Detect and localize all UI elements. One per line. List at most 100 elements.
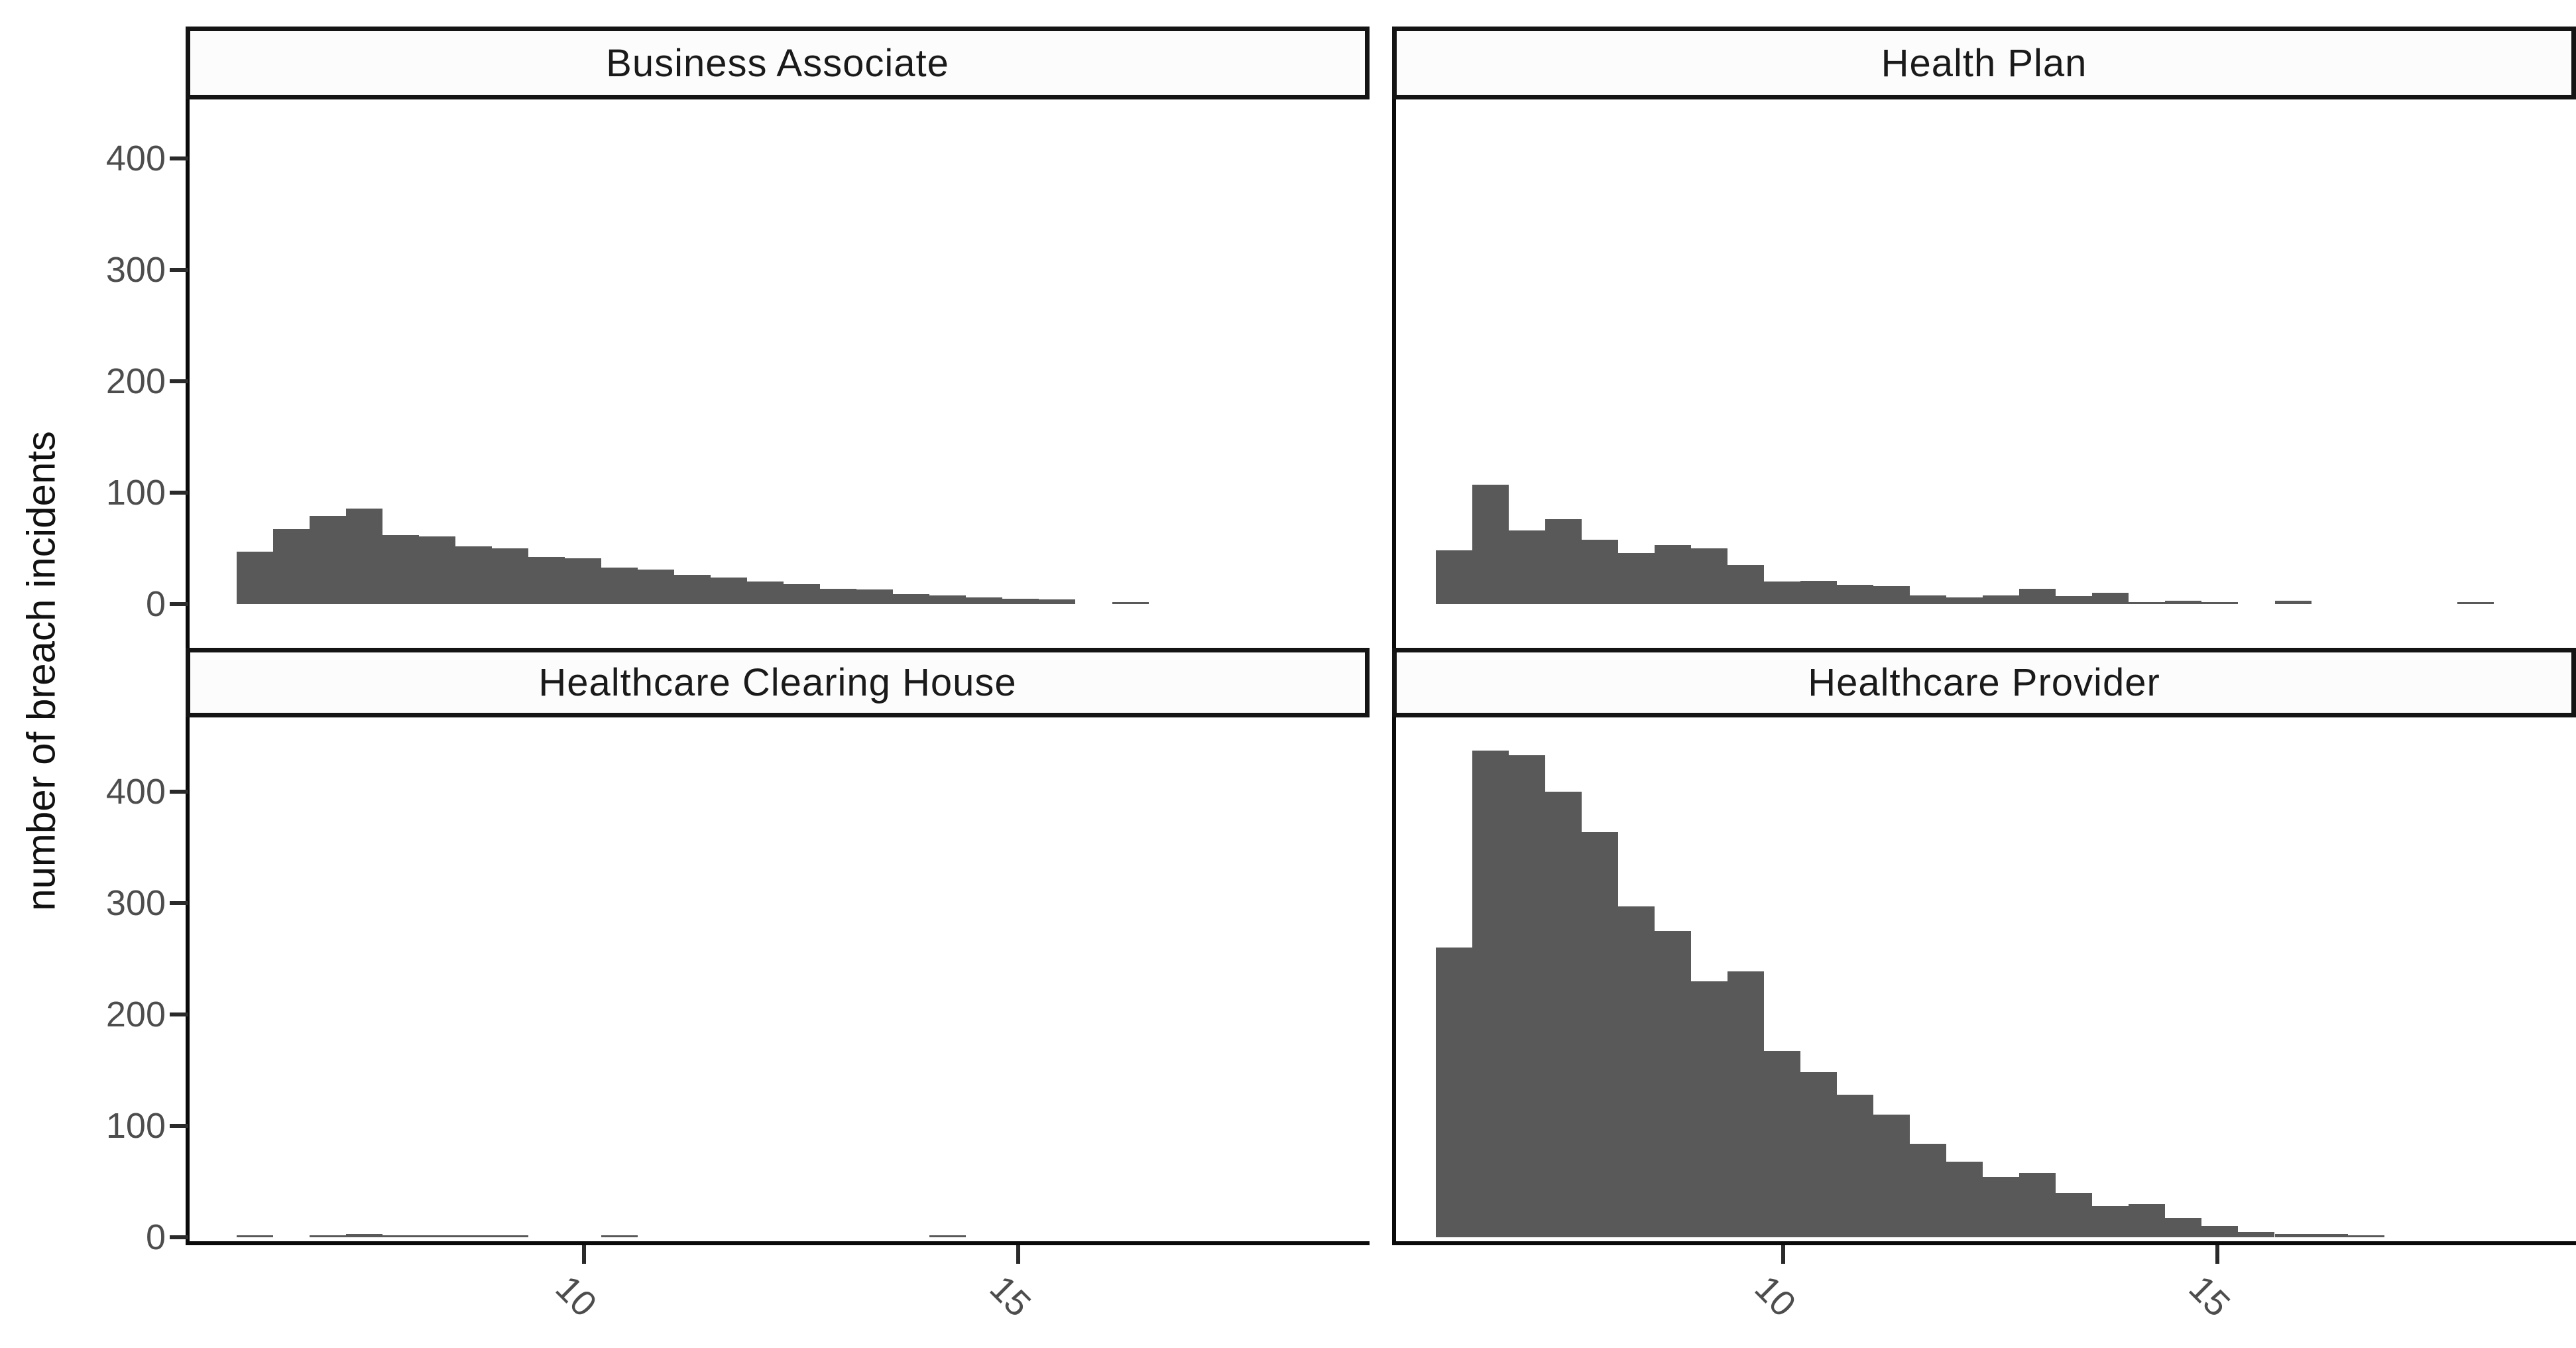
y-tick-mark: [170, 1235, 188, 1239]
histogram-bar: [1002, 598, 1039, 604]
histogram-bar: [1655, 545, 1692, 604]
histogram-bar: [1691, 981, 1728, 1237]
y-tick-label: 0: [145, 1217, 166, 1257]
facet-strip-healthcare-provider: Healthcare Provider: [1392, 648, 2576, 717]
histogram-bar: [2019, 588, 2056, 604]
histogram-bar: [1112, 601, 1149, 604]
x-tick-label: 15: [2181, 1268, 2238, 1325]
y-tick-label: 200: [105, 995, 166, 1034]
histogram-bar: [1727, 565, 1765, 604]
y-tick-label: 200: [105, 361, 166, 401]
y-tick-label: 400: [105, 772, 166, 812]
y-tick-label: 400: [105, 139, 166, 178]
histogram-bar: [711, 577, 748, 604]
histogram-bar: [747, 582, 784, 604]
histogram-bar: [1436, 948, 1472, 1237]
facet-strip-label: Healthcare Provider: [1808, 661, 2160, 704]
histogram-bar: [2201, 1226, 2239, 1237]
histogram-bar: [2274, 1234, 2312, 1237]
y-tick-mark: [170, 1124, 188, 1128]
histogram-bar: [310, 516, 346, 604]
facet-strip-label: Healthcare Clearing House: [538, 661, 1017, 704]
x-axis-line: [186, 1241, 1370, 1245]
y-tick-mark: [170, 602, 188, 606]
histogram-bar: [1910, 595, 1947, 604]
y-tick-mark: [170, 156, 188, 160]
histogram-bar: [346, 508, 383, 604]
histogram-bar: [1873, 1115, 1910, 1237]
histogram-bar: [1946, 597, 1983, 604]
histogram-bar: [1039, 599, 1076, 604]
histogram-bar: [2201, 601, 2239, 604]
histogram-bar: [237, 1235, 273, 1237]
x-tick-mark: [582, 1245, 586, 1264]
y-tick-mark: [170, 268, 188, 272]
histogram-bar: [2238, 1231, 2275, 1237]
histogram-bar: [1509, 530, 1545, 604]
histogram-bar: [1910, 1143, 1947, 1237]
histogram-bar: [856, 589, 894, 604]
histogram-bar: [2274, 601, 2312, 604]
histogram-bar: [1509, 755, 1545, 1237]
histogram-bar: [1436, 550, 1472, 604]
histogram-bar: [1764, 582, 1801, 604]
histogram-bar: [2019, 1172, 2056, 1237]
histogram-bar: [565, 558, 602, 604]
facet-strip-label: Health Plan: [1881, 41, 2087, 85]
histogram-bar: [1983, 595, 2020, 604]
histogram-bar: [674, 575, 711, 604]
histogram-bar: [237, 552, 273, 604]
y-tick-label: 0: [145, 584, 166, 624]
histogram-bar: [1691, 548, 1728, 604]
histogram-bar: [966, 597, 1003, 604]
y-tick-mark: [170, 491, 188, 495]
x-tick-label: 10: [1747, 1268, 1804, 1325]
histogram-bar: [1946, 1161, 1983, 1237]
histogram-bar: [382, 1235, 420, 1237]
histogram-bar: [1472, 750, 1509, 1237]
histogram-bar: [2165, 601, 2202, 604]
histogram-bar: [1618, 552, 1655, 604]
histogram-bar: [638, 569, 675, 604]
y-tick-mark: [170, 1012, 188, 1016]
histogram-bar: [419, 1235, 456, 1237]
histogram-bar: [1800, 580, 1838, 604]
histogram-bar: [310, 1235, 346, 1237]
histogram-bar: [2056, 596, 2093, 604]
histogram-bar: [1582, 539, 1619, 604]
histogram-bar: [528, 557, 565, 604]
y-axis-line: [186, 717, 190, 1245]
histogram-bar: [1618, 906, 1655, 1237]
histogram-bar: [1545, 792, 1582, 1237]
y-tick-mark: [170, 790, 188, 794]
y-tick-label: 100: [105, 473, 166, 513]
facet-strip-health-plan: Health Plan: [1392, 27, 2576, 99]
histogram-bar: [346, 1234, 383, 1237]
histogram-bar: [1582, 831, 1619, 1237]
histogram-bar: [1764, 1051, 1801, 1237]
histogram-bar: [601, 567, 638, 604]
facet-strip-label: Business Associate: [606, 41, 949, 85]
x-axis-line: [1392, 1241, 2576, 1245]
histogram-bar: [2347, 1235, 2384, 1237]
histogram-bar: [1983, 1177, 2020, 1237]
x-tick-mark: [1781, 1245, 1785, 1264]
histogram-bar: [929, 595, 966, 604]
histogram-bar: [492, 548, 529, 604]
histogram-bar: [1655, 931, 1692, 1237]
histogram-bar: [2129, 1203, 2166, 1237]
y-axis-line: [186, 99, 190, 648]
y-axis-line: [1392, 99, 1396, 648]
histogram-bar: [2056, 1192, 2093, 1237]
histogram-bar: [382, 534, 420, 604]
histogram-bar: [2165, 1218, 2202, 1237]
facet-strip-healthcare-clearing-house: Healthcare Clearing House: [186, 648, 1370, 717]
x-tick-label: 10: [548, 1268, 605, 1325]
y-tick-label: 300: [105, 250, 166, 290]
facet-strip-business-associate: Business Associate: [186, 27, 1370, 99]
histogram-bar: [1472, 485, 1509, 604]
histogram-bar: [273, 529, 310, 604]
histogram-bar: [1727, 971, 1765, 1237]
histogram-bar: [601, 1235, 638, 1237]
y-tick-label: 300: [105, 883, 166, 923]
